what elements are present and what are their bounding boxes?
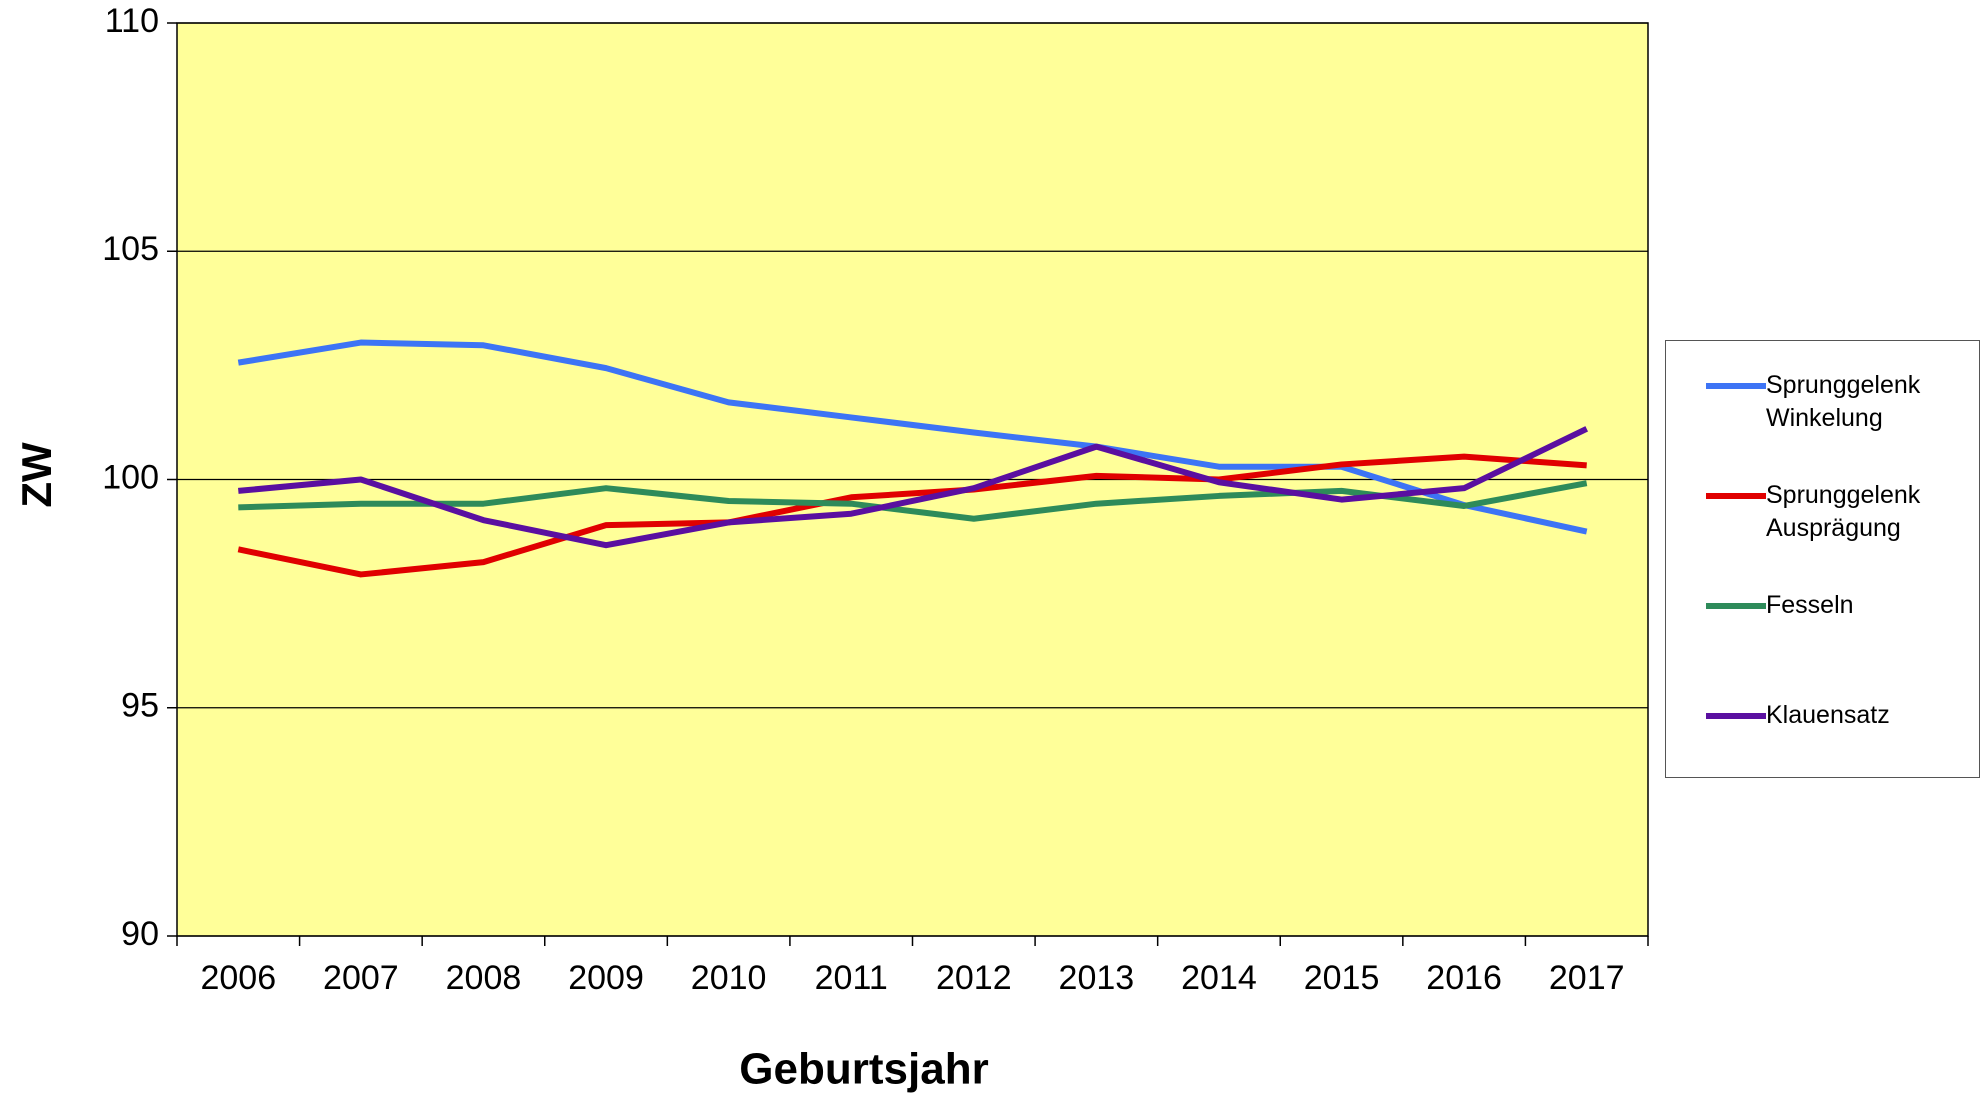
x-tick-label: 2014 (1181, 959, 1257, 997)
x-tick-label: 2013 (1059, 959, 1135, 997)
legend-label: Sprunggelenk Ausprägung (1766, 481, 1921, 542)
legend-swatch (1706, 713, 1766, 719)
series-line (238, 480, 1588, 522)
y-tick-label: 95 (121, 687, 159, 725)
y-tick-label: 100 (102, 458, 159, 496)
y-tick-label: 110 (105, 2, 159, 40)
x-tick-label: 2015 (1304, 959, 1380, 997)
legend-item: Klauensatz (1706, 699, 1976, 732)
legend-swatch (1706, 493, 1766, 499)
legend-swatch (1706, 603, 1766, 609)
legend-item: Sprunggelenk Ausprägung (1706, 479, 1976, 544)
legend-item: Sprunggelenk Winkelung (1706, 369, 1976, 434)
legend-label: Klauensatz (1766, 701, 1890, 729)
x-tick-label: 2006 (200, 959, 276, 997)
x-tick-label: 2016 (1426, 959, 1502, 997)
x-tick-label: 2012 (936, 959, 1012, 997)
legend-label: Fesseln (1766, 591, 1854, 619)
series-line (238, 426, 1589, 549)
x-tick-label: 2008 (446, 959, 522, 997)
x-tick-label: 2011 (815, 959, 888, 997)
legend-item: Fesseln (1706, 589, 1976, 622)
y-tick-label: 105 (102, 230, 159, 268)
series-line (237, 339, 1588, 535)
legend-swatch (1706, 383, 1766, 389)
series-line (237, 453, 1587, 578)
y-tick-label: 90 (121, 915, 159, 953)
x-tick-label: 2010 (691, 959, 767, 997)
legend-label: Sprunggelenk Winkelung (1766, 371, 1921, 432)
legend: Sprunggelenk Winkelung Sprunggelenk Auspr… (1665, 340, 1980, 778)
y-axis-label: ZW (13, 442, 60, 508)
x-tick-label: 2009 (568, 959, 644, 997)
x-axis-label: Geburtsjahr (739, 1045, 988, 1094)
x-tick-label: 2017 (1549, 959, 1625, 997)
x-tick-label: 2007 (323, 959, 399, 997)
